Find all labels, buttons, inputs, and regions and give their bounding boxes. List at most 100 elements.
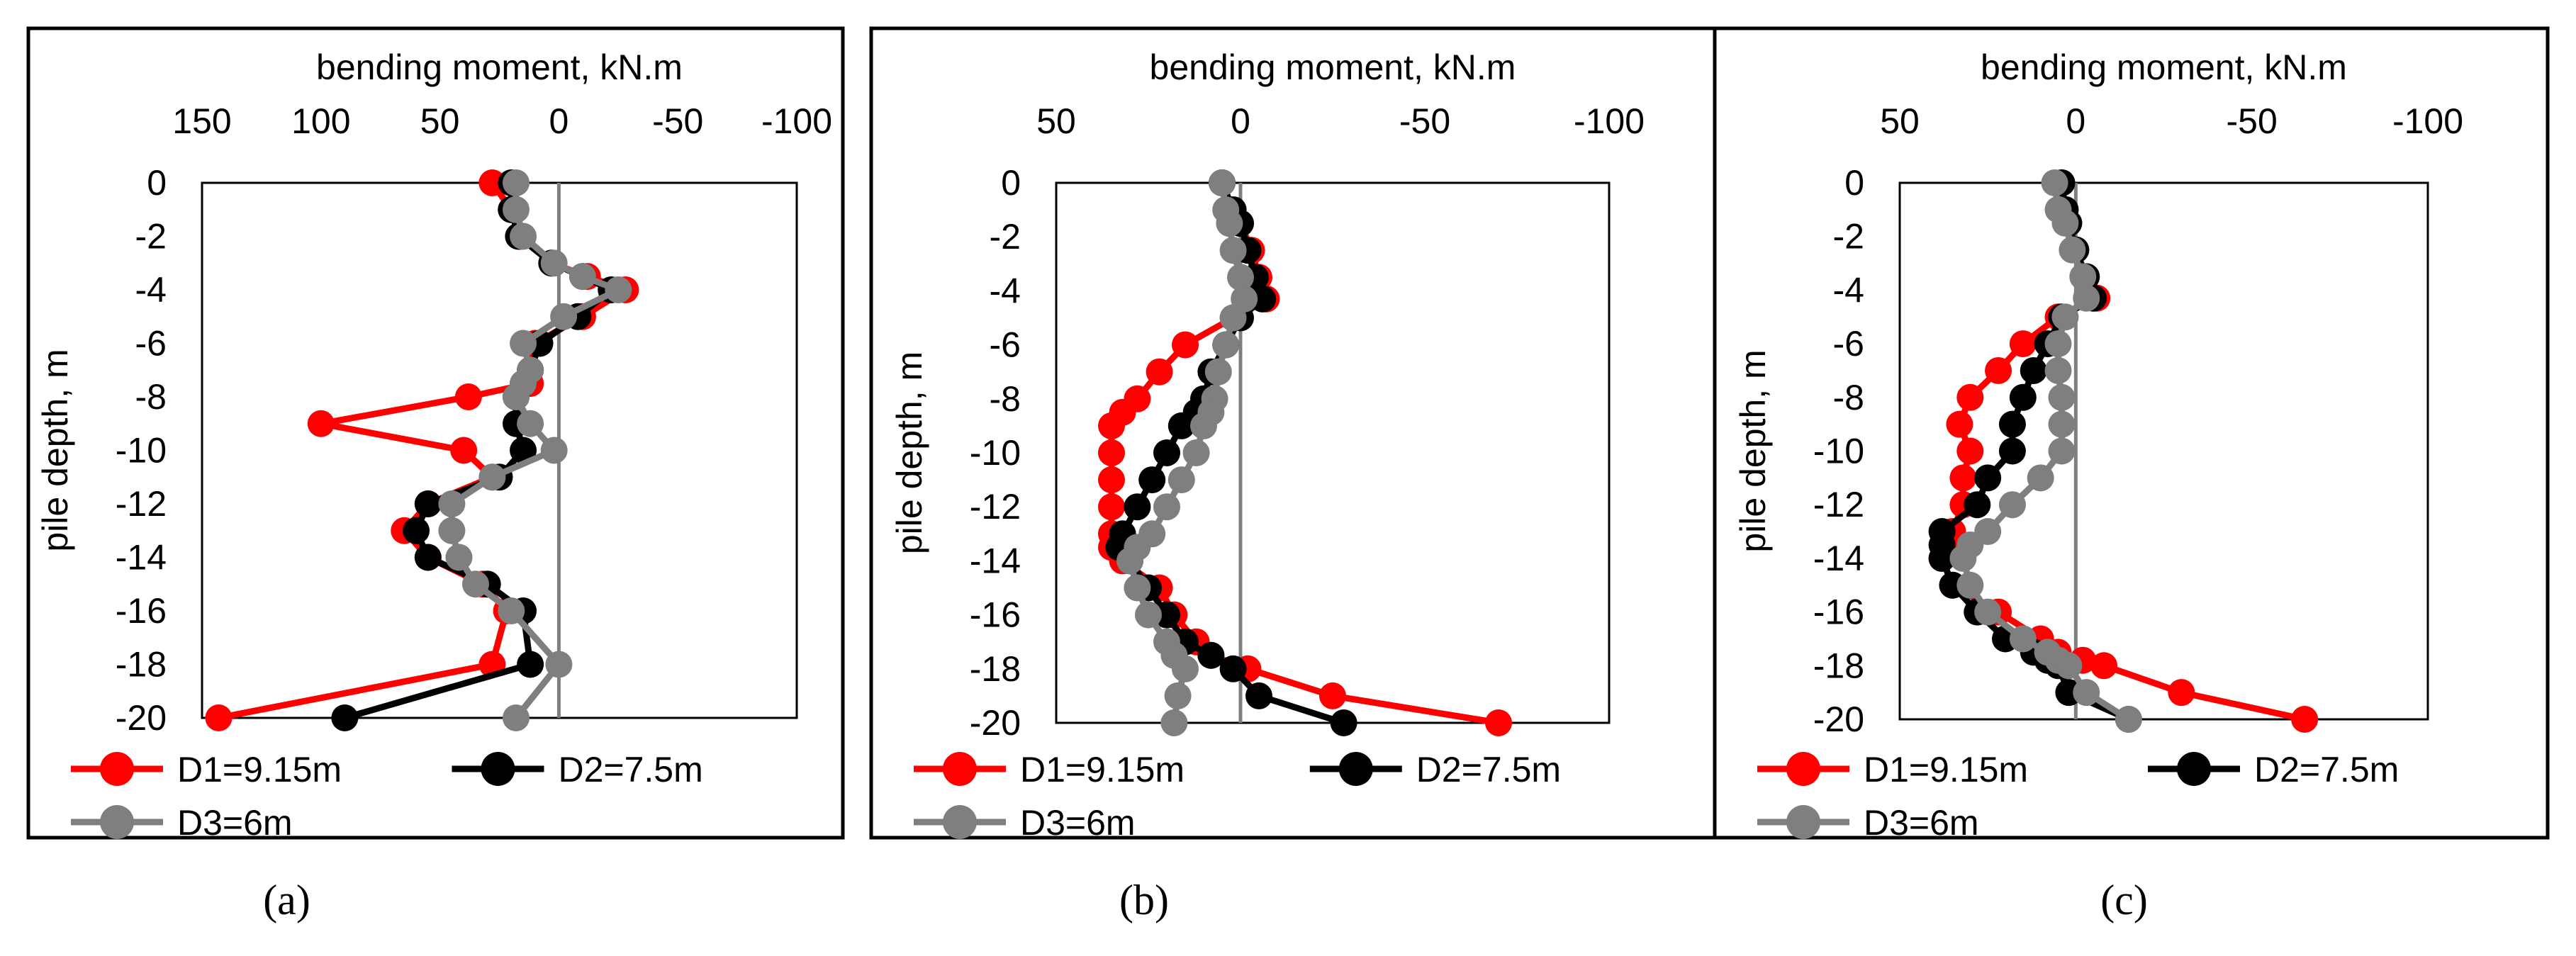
data-point — [2009, 330, 2037, 358]
data-point — [478, 169, 506, 196]
data-point — [1928, 544, 1956, 572]
data-point — [1949, 464, 1977, 492]
legend-item: D2=7.5m — [2148, 750, 2399, 789]
legend-item: D2=7.5m — [1309, 750, 1561, 789]
y-tick-label: -16 — [1813, 592, 1864, 632]
data-point — [1098, 493, 1125, 521]
data-point — [510, 330, 537, 357]
data-point — [1219, 655, 1247, 682]
legend-item: D1=9.15m — [71, 750, 342, 789]
data-point — [1985, 356, 2012, 384]
y-tick-label: -8 — [1833, 378, 1864, 417]
y-tick-label: -10 — [1813, 432, 1864, 471]
legend-label: D2=7.5m — [2254, 750, 2399, 789]
legend-item: D3=6m — [1757, 803, 1979, 843]
legend-item: D2=7.5m — [452, 750, 703, 789]
data-point — [2055, 652, 2083, 680]
y-tick-label: -2 — [1833, 217, 1864, 257]
y-tick-label: -18 — [970, 649, 1021, 689]
panel-frame — [26, 26, 845, 840]
data-point — [1956, 437, 1984, 465]
y-tick-label: 0 — [1844, 163, 1864, 203]
legend: D1=9.15m D2=7.5m D3=6m — [1757, 750, 2399, 843]
data-point — [1172, 331, 1199, 359]
y-tick-label: -4 — [1833, 270, 1864, 310]
legend-marker — [943, 805, 977, 839]
x-axis-title: bending moment, kN.m — [1981, 47, 2347, 87]
data-point — [1146, 358, 1173, 386]
y-tick-label: -10 — [116, 431, 167, 471]
legend-label: D3=6m — [177, 803, 293, 843]
x-tick-label: 150 — [172, 101, 231, 141]
y-tick-label: -4 — [135, 270, 167, 310]
y-tick-label: -14 — [970, 541, 1021, 580]
data-point — [517, 651, 544, 678]
series-3 — [1116, 169, 1258, 736]
data-point — [2090, 652, 2118, 680]
legend: D1=9.15m D2=7.5m D3=6m — [71, 750, 703, 843]
data-point — [1153, 493, 1180, 521]
data-point — [414, 544, 442, 571]
x-tick-label: -100 — [2392, 101, 2463, 141]
data-point — [1153, 439, 1180, 466]
legend-item: D3=6m — [914, 803, 1136, 843]
y-tick-label: -18 — [1813, 646, 1864, 685]
y-axis-label: pile depth, m — [890, 352, 929, 554]
x-axis-title: bending moment, kN.m — [316, 47, 683, 87]
data-point — [1998, 491, 2026, 519]
data-point — [1245, 682, 1272, 709]
x-axis-title: bending moment, kN.m — [1150, 47, 1516, 87]
data-point — [1160, 709, 1188, 736]
data-point — [510, 437, 537, 464]
data-point — [331, 704, 359, 731]
data-point — [1167, 466, 1195, 494]
y-tick-label: -2 — [990, 217, 1021, 257]
data-point — [1949, 544, 1977, 572]
data-point — [510, 223, 537, 250]
data-point — [1974, 464, 2002, 492]
data-point — [1330, 709, 1357, 736]
data-point — [1227, 264, 1254, 291]
data-point — [307, 410, 335, 437]
data-point — [1974, 598, 2002, 626]
panel-caption: (b) — [1119, 877, 1169, 923]
data-point — [1964, 491, 1991, 519]
y-tick-label: -14 — [116, 538, 167, 578]
legend-marker — [1786, 805, 1820, 839]
panel-b: bending moment, kN.m 50 0 -50 -100 0 -2 -4 -6 -8 -… — [869, 26, 1717, 923]
data-point — [605, 276, 632, 303]
data-point — [1098, 466, 1125, 494]
y-tick-label: -14 — [1813, 539, 1864, 578]
data-point — [1167, 412, 1195, 439]
y-tick-label: -20 — [1813, 699, 1864, 739]
series-3 — [438, 169, 632, 731]
data-point — [438, 490, 466, 517]
data-point — [1116, 547, 1143, 575]
data-point — [478, 463, 506, 491]
legend-item: D1=9.15m — [1757, 750, 2028, 789]
data-point — [569, 263, 596, 291]
data-point — [414, 490, 442, 517]
data-point — [1182, 439, 1210, 466]
x-tick-label: 50 — [1880, 101, 1920, 141]
panel-caption: (c) — [2100, 877, 2148, 923]
data-point — [445, 544, 473, 571]
y-tick-label: -16 — [116, 591, 167, 631]
data-point — [2059, 236, 2086, 264]
data-point — [205, 704, 233, 731]
data-point — [2073, 679, 2100, 707]
data-point — [1204, 358, 1232, 386]
data-point — [1172, 655, 1199, 682]
x-tick-label: 50 — [1036, 101, 1076, 141]
legend: D1=9.15m D2=7.5m D3=6m — [914, 750, 1561, 843]
data-point — [2048, 410, 2076, 438]
legend-label: D1=9.15m — [1020, 750, 1185, 789]
x-tick-label: 0 — [2066, 101, 2085, 141]
legend-marker — [2177, 752, 2211, 786]
data-point — [1216, 210, 1243, 237]
y-tick-label: -4 — [990, 271, 1021, 310]
y-tick-label: 0 — [1001, 163, 1021, 203]
data-point — [450, 437, 478, 464]
